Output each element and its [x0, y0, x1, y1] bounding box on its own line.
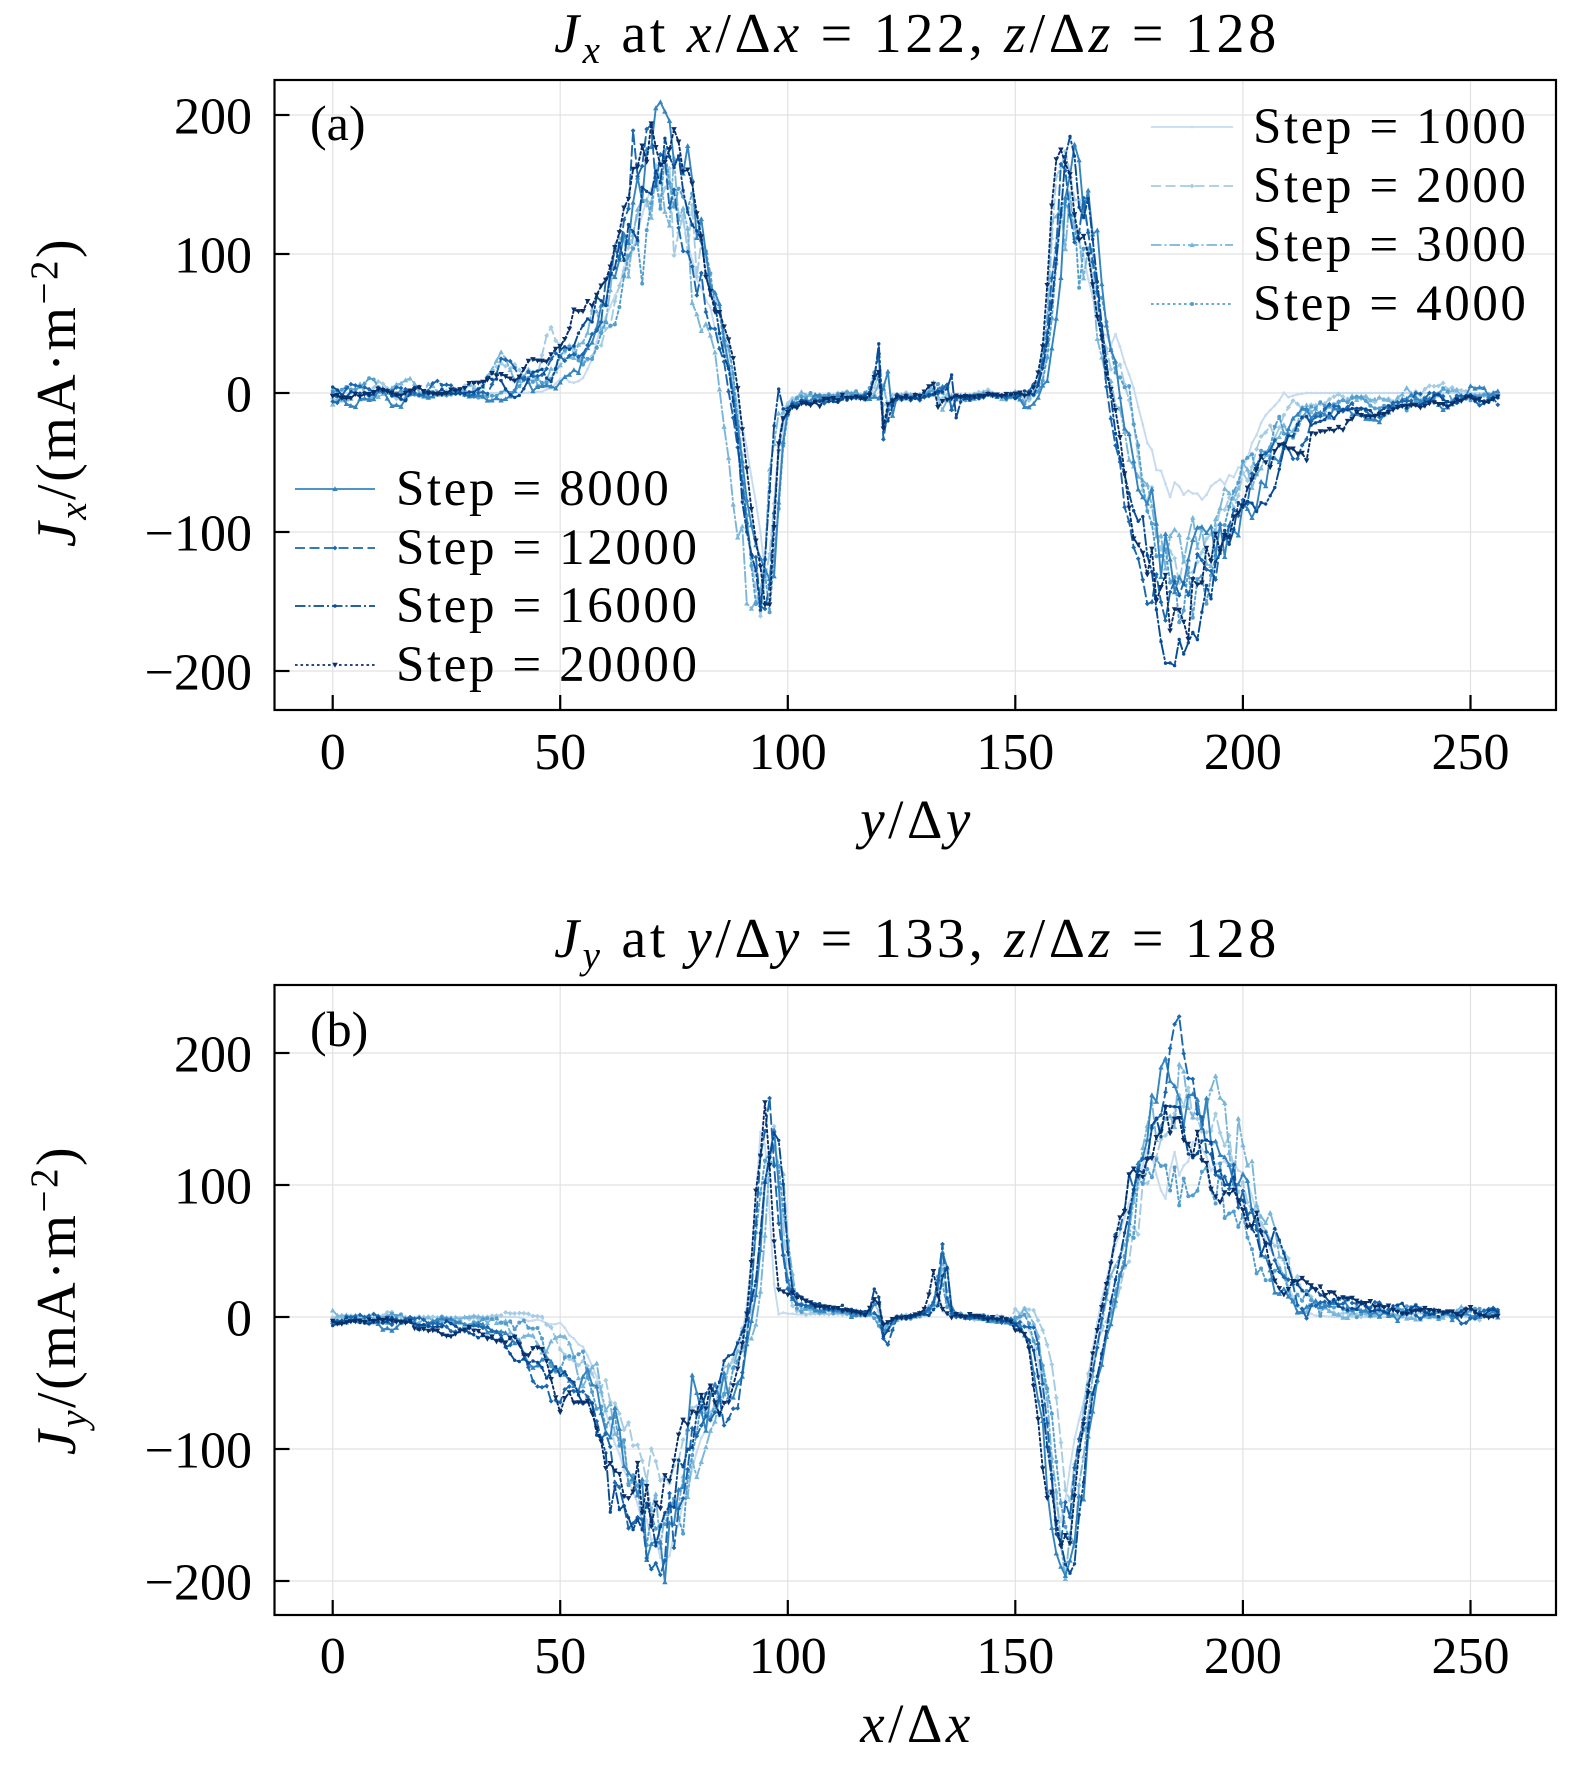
svg-text:−200: −200 [145, 1555, 252, 1612]
svg-text:Jy/(mA·m−2): Jy/(mA·m−2) [23, 1145, 95, 1455]
svg-text:250: 250 [1432, 724, 1510, 781]
svg-text:Jx at x/Δx = 122, z/Δz = 128: Jx at x/Δx = 122, z/Δz = 128 [554, 3, 1280, 72]
svg-text:100: 100 [749, 1628, 827, 1685]
svg-text:200: 200 [174, 89, 252, 146]
svg-text:(b): (b) [310, 1001, 368, 1057]
svg-text:x/Δx: x/Δx [859, 1693, 974, 1754]
svg-text:200: 200 [174, 1027, 252, 1084]
svg-text:200: 200 [1204, 724, 1282, 781]
svg-text:Jy at y/Δy = 133, z/Δz = 128: Jy at y/Δy = 133, z/Δz = 128 [554, 908, 1280, 977]
svg-text:50: 50 [534, 724, 586, 781]
svg-text:Step = 16000: Step = 16000 [396, 578, 700, 634]
svg-text:100: 100 [174, 1159, 252, 1216]
svg-text:(a): (a) [310, 95, 366, 151]
svg-text:y/Δy: y/Δy [855, 789, 974, 850]
svg-text:0: 0 [320, 724, 346, 781]
svg-text:Step = 2000: Step = 2000 [1253, 158, 1529, 214]
svg-text:200: 200 [1204, 1628, 1282, 1685]
svg-text:Step = 1000: Step = 1000 [1253, 99, 1529, 155]
svg-text:Step = 20000: Step = 20000 [396, 637, 700, 693]
svg-text:250: 250 [1432, 1628, 1510, 1685]
svg-text:0: 0 [226, 367, 252, 424]
svg-text:Step = 12000: Step = 12000 [396, 520, 700, 576]
svg-text:Step = 3000: Step = 3000 [1253, 217, 1529, 273]
svg-text:−100: −100 [145, 506, 252, 563]
svg-text:50: 50 [534, 1628, 586, 1685]
svg-text:100: 100 [174, 228, 252, 285]
svg-text:150: 150 [976, 1628, 1054, 1685]
svg-text:−200: −200 [145, 645, 252, 702]
svg-text:0: 0 [320, 1628, 346, 1685]
svg-text:150: 150 [976, 724, 1054, 781]
svg-text:−100: −100 [145, 1423, 252, 1480]
svg-text:0: 0 [226, 1291, 252, 1348]
svg-text:Step = 4000: Step = 4000 [1253, 276, 1529, 332]
svg-text:100: 100 [749, 724, 827, 781]
svg-text:Jx/(mA·m−2): Jx/(mA·m−2) [23, 237, 95, 547]
svg-text:Step = 8000: Step = 8000 [396, 461, 672, 517]
